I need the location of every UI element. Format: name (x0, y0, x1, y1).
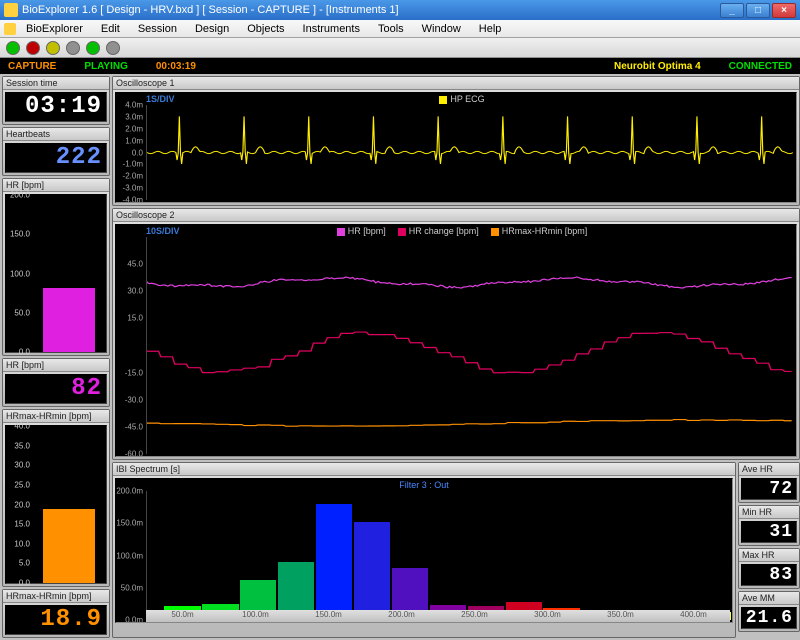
osc1-scope[interactable]: 1S/DIV HP ECG 4.0m3.0m2.0m1.0m0.0-1.0m-2… (115, 92, 797, 203)
ave-mm-value: 21.6 (741, 607, 797, 629)
toolbar-button-0[interactable] (6, 41, 20, 55)
range-bar (43, 509, 95, 583)
ave-mm-panel: Ave MM 21.6 (738, 591, 800, 632)
menu-design[interactable]: Design (187, 21, 237, 37)
menu-edit[interactable]: Edit (93, 21, 128, 37)
spectrum-panel: IBI Spectrum [s] Filter 3 : Out 200.0m15… (112, 462, 736, 638)
hr-value: 82 (5, 374, 107, 404)
minimize-button[interactable]: _ (720, 3, 744, 18)
heartbeats-value: 222 (5, 143, 107, 173)
maximize-button[interactable]: □ (746, 3, 770, 18)
heartbeats-label: Heartbeats (3, 128, 109, 141)
window-titlebar: BioExplorer 1.6 [ Design - HRV.bxd ] [ S… (0, 0, 800, 20)
range-value-label: HRmax-HRmin [bpm] (3, 590, 109, 603)
app-icon (4, 3, 18, 17)
session-time-value: 03:19 (5, 92, 107, 122)
min-hr-panel: Min HR 31 (738, 505, 800, 546)
status-bar: CAPTURE PLAYING 00:03:19 Neurobit Optima… (0, 58, 800, 74)
osc1-legend: HP ECG (116, 94, 796, 104)
ave-hr-label: Ave HR (739, 463, 799, 476)
status-time: 00:03:19 (156, 61, 196, 72)
range-bar-panel: HRmax-HRmin [bpm] 40.035.030.025.020.015… (2, 409, 110, 587)
menubar-icon (4, 23, 16, 35)
session-time-panel: Session time 03:19 (2, 76, 110, 125)
osc1-plot (146, 105, 794, 200)
oscilloscope-1-panel: Oscilloscope 1 1S/DIV HP ECG 4.0m3.0m2.0… (112, 76, 800, 206)
right-stats-column: Ave HR 72 Min HR 31 Max HR 83 Ave MM 21.… (738, 462, 800, 638)
menu-help[interactable]: Help (471, 21, 510, 37)
spectrum-title: IBI Spectrum [s] (113, 463, 735, 476)
center-column: Oscilloscope 1 1S/DIV HP ECG 4.0m3.0m2.0… (112, 74, 800, 640)
toolbar-button-1[interactable] (26, 41, 40, 55)
hr-value-label: HR [bpm] (3, 359, 109, 372)
hr-bar-yaxis: 200.0150.0100.050.00.0 (6, 195, 32, 352)
status-capture: CAPTURE (8, 61, 56, 72)
ave-hr-value: 72 (741, 478, 797, 500)
spectrum-subtitle: Filter 3 : Out (116, 480, 732, 490)
toolbar-button-3[interactable] (66, 41, 80, 55)
osc1-yaxis: 4.0m3.0m2.0m1.0m0.0-1.0m-2.0m-3.0m-4.0m (116, 105, 146, 200)
spectrum-plot (146, 491, 730, 620)
hr-bar-panel: HR [bpm] 200.0150.0100.050.00.0 (2, 178, 110, 356)
min-hr-label: Min HR (739, 506, 799, 519)
max-hr-label: Max HR (739, 549, 799, 562)
status-playing: PLAYING (84, 61, 128, 72)
spectrum-yaxis: 200.0m150.0m100.0m50.0m0.0m (116, 491, 146, 620)
osc1-title: Oscilloscope 1 (113, 77, 799, 90)
osc2-scope[interactable]: 10S/DIV HR [bpm]HR change [bpm]HRmax-HRm… (115, 224, 797, 457)
max-hr-panel: Max HR 83 (738, 548, 800, 589)
ave-hr-panel: Ave HR 72 (738, 462, 800, 503)
toolbar (0, 38, 800, 58)
osc2-yaxis: 45.030.015.0-15.0-30.0-45.0-60.0 (116, 237, 146, 454)
toolbar-button-4[interactable] (86, 41, 100, 55)
spectrum-bar (316, 504, 352, 620)
heartbeats-panel: Heartbeats 222 (2, 127, 110, 176)
menu-objects[interactable]: Objects (239, 21, 292, 37)
menu-session[interactable]: Session (130, 21, 185, 37)
hr-bar (43, 288, 95, 352)
close-button[interactable]: × (772, 3, 796, 18)
range-value: 18.9 (5, 605, 107, 635)
spectrum-xaxis: 50.0m100.0m150.0m200.0m250.0m300.0m350.0… (146, 610, 730, 622)
menu-tools[interactable]: Tools (370, 21, 412, 37)
min-hr-value: 31 (741, 521, 797, 543)
max-hr-value: 83 (741, 564, 797, 586)
ave-mm-label: Ave MM (739, 592, 799, 605)
menu-instruments[interactable]: Instruments (295, 21, 368, 37)
spectrum-bar (354, 522, 390, 620)
left-column: Session time 03:19 Heartbeats 222 HR [bp… (0, 74, 112, 640)
toolbar-button-2[interactable] (46, 41, 60, 55)
toolbar-button-5[interactable] (106, 41, 120, 55)
status-device: Neurobit Optima 4 (614, 61, 701, 72)
status-connected: CONNECTED (729, 61, 792, 72)
osc2-title: Oscilloscope 2 (113, 209, 799, 222)
menubar: BioExplorerEditSessionDesignObjectsInstr… (0, 20, 800, 38)
osc2-plot (146, 237, 794, 454)
menu-window[interactable]: Window (414, 21, 469, 37)
range-bar-yaxis: 40.035.030.025.020.015.010.05.00.0 (6, 426, 32, 583)
spectrum-scope[interactable]: Filter 3 : Out 200.0m150.0m100.0m50.0m0.… (115, 478, 733, 623)
osc2-legend: HR [bpm]HR change [bpm]HRmax-HRmin [bpm] (116, 226, 796, 236)
window-title: BioExplorer 1.6 [ Design - HRV.bxd ] [ S… (22, 4, 720, 16)
hr-value-panel: HR [bpm] 82 (2, 358, 110, 407)
oscilloscope-2-panel: Oscilloscope 2 10S/DIV HR [bpm]HR change… (112, 208, 800, 460)
range-value-panel: HRmax-HRmin [bpm] 18.9 (2, 589, 110, 638)
menu-bioexplorer[interactable]: BioExplorer (18, 21, 91, 37)
session-time-label: Session time (3, 77, 109, 90)
